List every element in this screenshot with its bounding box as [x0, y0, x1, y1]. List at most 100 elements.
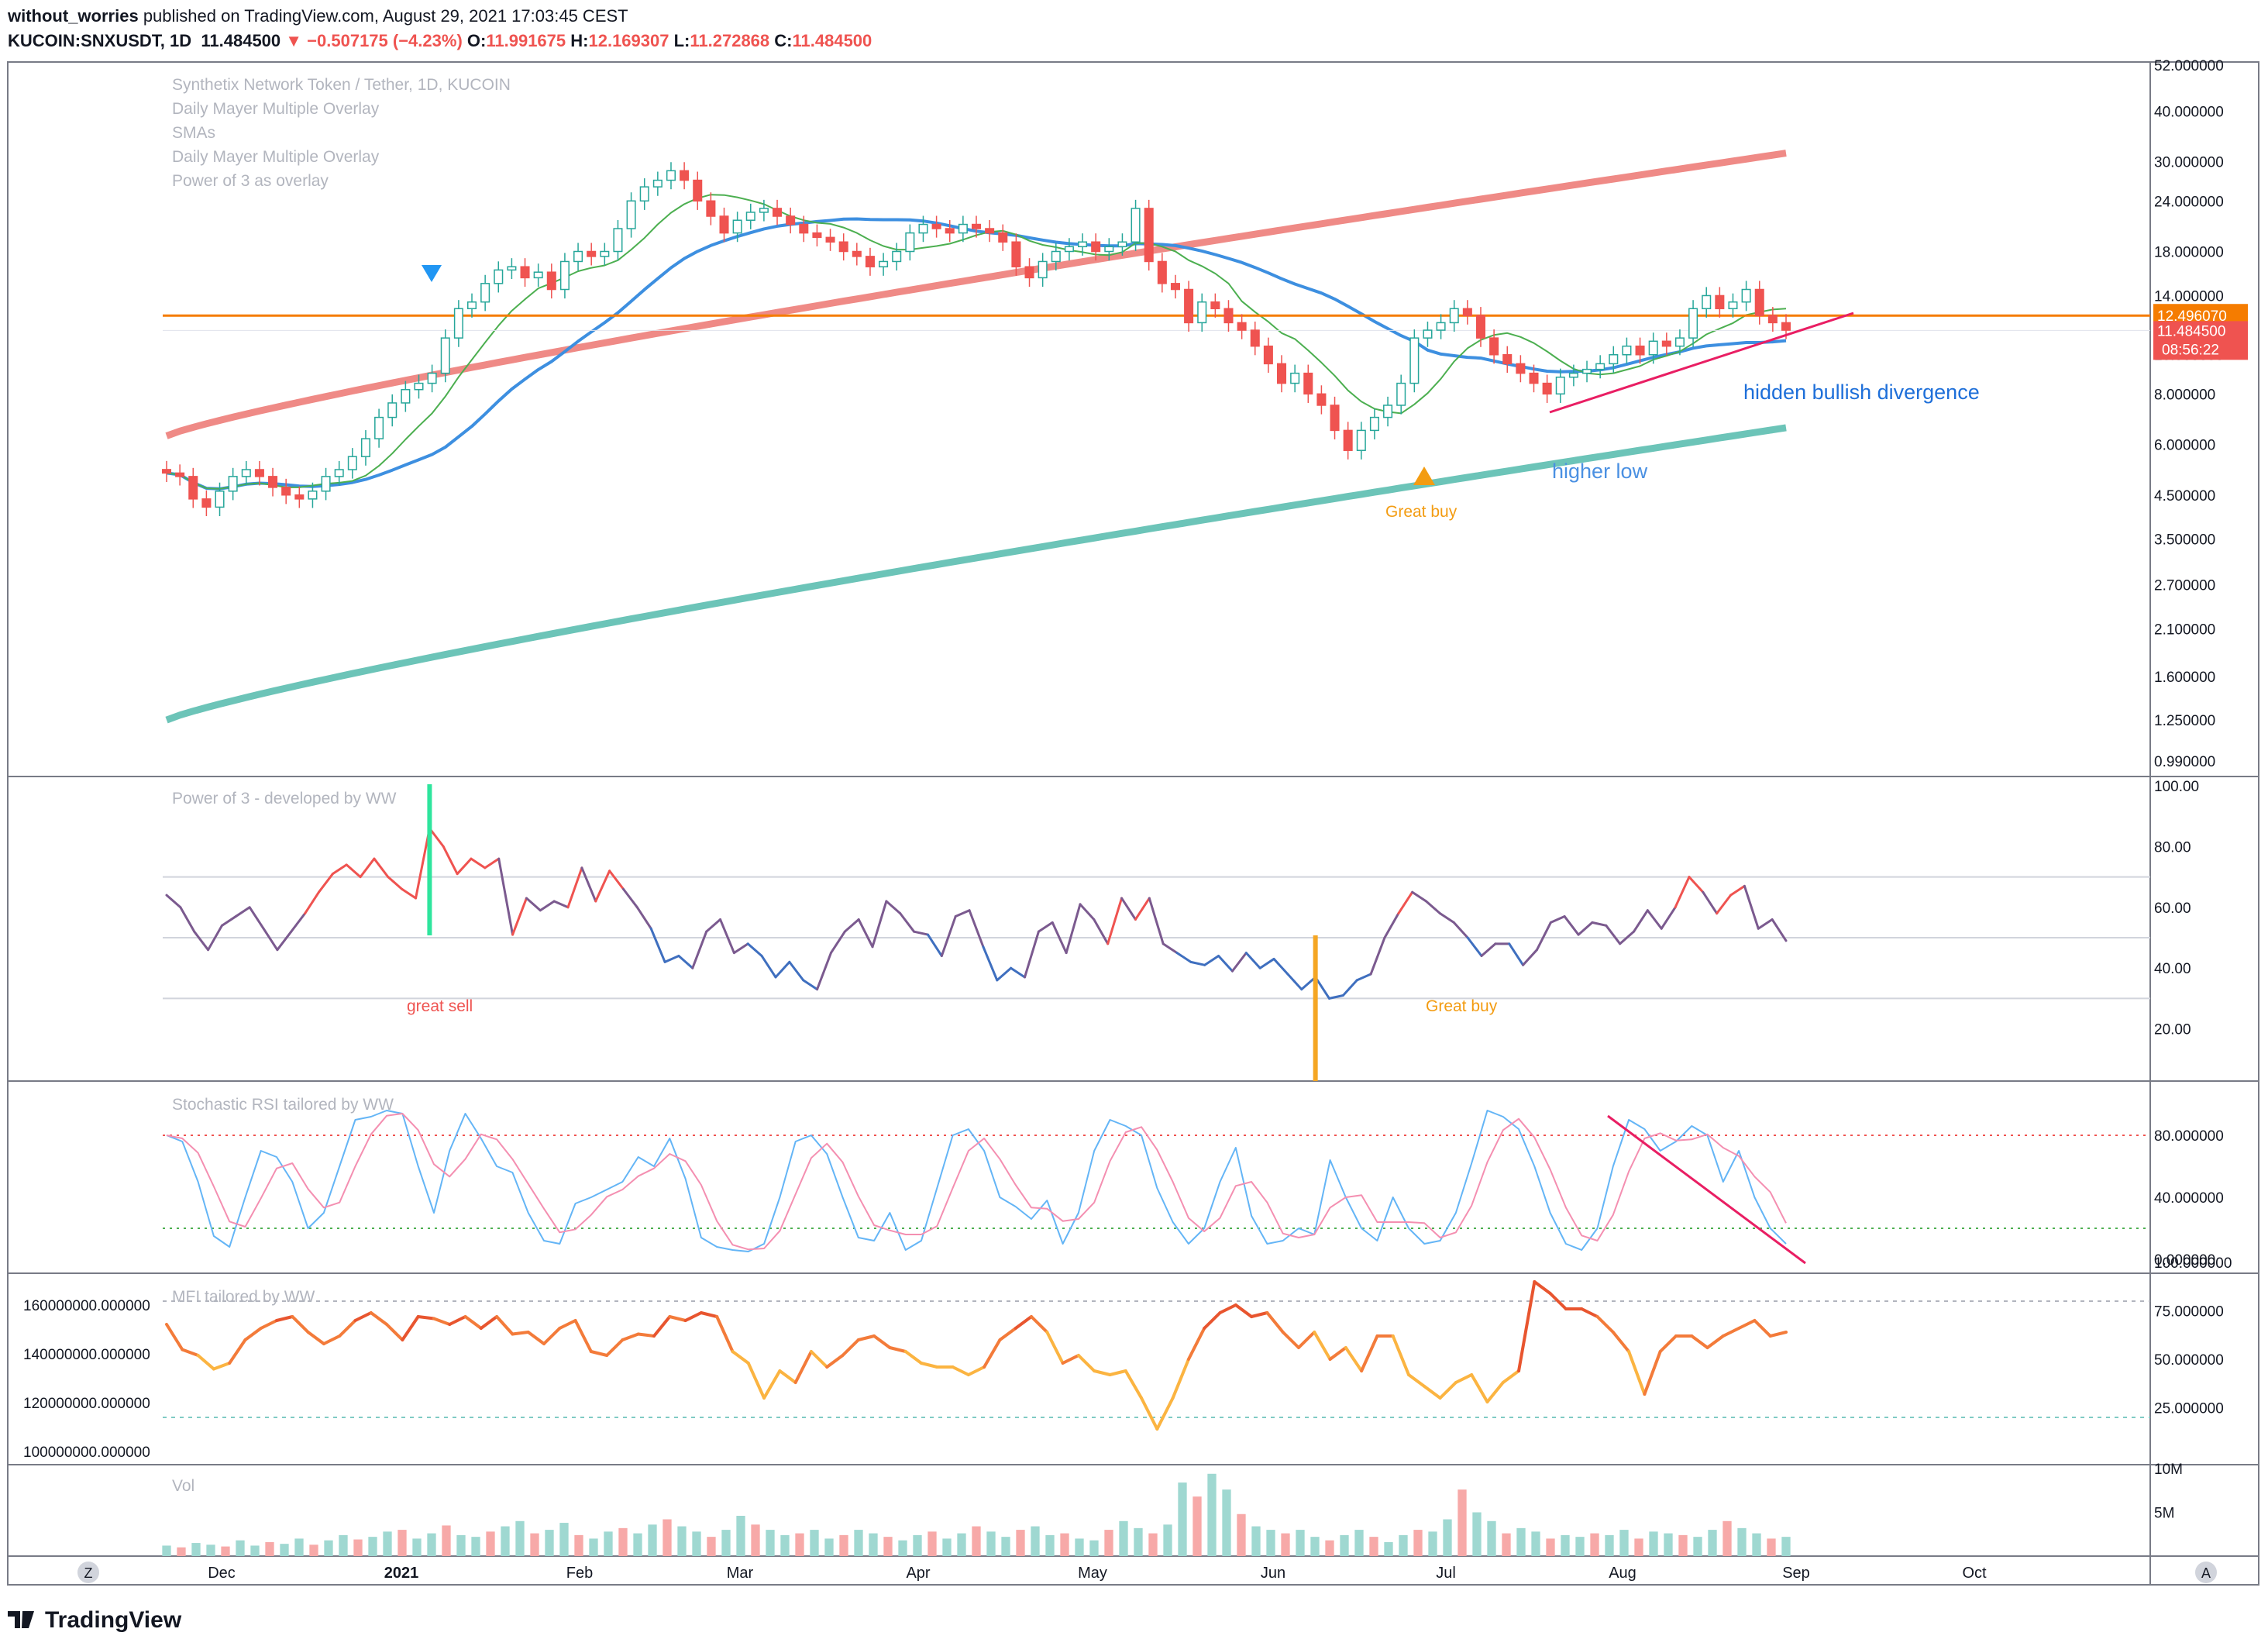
mfi-line-segment — [1407, 1373, 1427, 1388]
mfi-panel[interactable]: 100.000000 75.000000 50.000000 25.000000 160… — [23, 1255, 2232, 1461]
p3-line-segment — [691, 930, 708, 969]
great-sell-bar — [427, 784, 432, 935]
p3-line-segment — [580, 866, 597, 903]
candle-body — [1064, 246, 1074, 253]
volume-bar — [236, 1540, 245, 1556]
time-tick-0: Dec — [208, 1565, 236, 1582]
mfi-line-segment — [1360, 1334, 1379, 1372]
volume-bar — [206, 1544, 215, 1556]
mfi-line-segment — [621, 1332, 640, 1341]
candle-body — [308, 491, 318, 500]
volume-bar — [1045, 1534, 1055, 1556]
p3-line-segment — [871, 900, 888, 949]
mfi-line-segment — [1281, 1331, 1300, 1349]
p3-line-segment — [331, 863, 348, 876]
price-tick-label-3: 24.000000 — [2154, 194, 2224, 210]
candle-body — [440, 337, 450, 374]
candle-body — [1383, 405, 1393, 418]
p3-line-segment — [1369, 936, 1386, 976]
mfi-line-segment — [1234, 1303, 1254, 1318]
p3-line-segment — [1037, 921, 1054, 933]
candle-body — [480, 283, 490, 303]
volume-bar — [1708, 1530, 1717, 1556]
vol-tick-label-0: 10M — [2154, 1462, 2183, 1478]
candle-body — [799, 223, 809, 234]
mfi-line-segment — [1093, 1369, 1112, 1376]
p3-line-segment — [1605, 924, 1622, 945]
stoch-rsi-panel[interactable]: 80.000000 40.000000 0.000000 Stochastic RSI… — [163, 1096, 2224, 1269]
candle-body — [347, 456, 357, 470]
p3-line-segment — [1175, 952, 1193, 963]
mfi-line-segment — [1705, 1334, 1725, 1349]
zoom-button-icon: Z — [84, 1565, 93, 1581]
volume-bar — [1369, 1537, 1378, 1556]
mfi-line-segment — [448, 1315, 467, 1326]
time-axis[interactable]: Dec 2021 Feb Mar Apr May Jun Jul Aug Sep Oct Z A — [77, 1562, 2217, 1583]
p3-line-segment — [207, 924, 223, 952]
p3-line-segment — [774, 960, 791, 979]
p3-line-segment — [220, 915, 237, 927]
level-price-label: 12.496070 — [2157, 308, 2227, 325]
p3-line-segment — [1244, 952, 1261, 969]
p3-line-segment — [1674, 876, 1691, 909]
volume-bar — [1723, 1520, 1732, 1556]
candle-body — [573, 250, 583, 263]
open-label: O: — [466, 31, 487, 50]
volume-bar — [1060, 1533, 1069, 1556]
price-legend-3: Daily Mayer Multiple Overlay — [172, 148, 380, 166]
p3-line-segment — [913, 930, 929, 936]
time-tick-10: Oct — [1962, 1565, 1987, 1582]
candle-body — [773, 208, 783, 217]
volume-bar — [545, 1530, 554, 1556]
srsi-k-line — [166, 1110, 1787, 1252]
p3-line-segment — [525, 897, 542, 912]
candle-body — [1409, 337, 1420, 384]
volume-bar — [530, 1533, 539, 1556]
volume-panel[interactable]: 10M 5M Vol — [162, 1462, 2183, 1556]
candle-body — [600, 250, 610, 257]
mfi-line-segment — [589, 1350, 609, 1357]
volume-bar — [1089, 1540, 1099, 1556]
p3-line-segment — [1397, 890, 1414, 915]
p3-line-segment — [635, 906, 652, 930]
volume-bar — [442, 1525, 451, 1556]
tradingview-logo[interactable]: TradingView — [8, 1607, 181, 1634]
candle-body — [228, 476, 238, 492]
candle-body — [892, 250, 902, 263]
mfi-line-segment — [793, 1350, 813, 1384]
volume-bar — [265, 1541, 274, 1556]
volume-bar — [250, 1545, 260, 1556]
power-of-3-panel[interactable]: 100.00 80.00 60.00 40.00 20.00 Power of 3 - d… — [163, 779, 2199, 1081]
p3-line-segment — [373, 857, 390, 879]
price-panel[interactable]: 52.000000 40.000000 30.000000 24.000000 18.0… — [161, 58, 2248, 770]
support-trendline — [1549, 312, 1854, 414]
volume-bar — [604, 1531, 613, 1556]
mfi-line-segment — [1108, 1369, 1127, 1376]
p3-line-segment — [1051, 921, 1068, 955]
p3-line-segment — [1286, 973, 1303, 991]
open-value: 11.991675 — [486, 31, 566, 50]
candle-body — [732, 219, 742, 234]
volume-bar — [1178, 1482, 1187, 1556]
mfi-line-segment — [825, 1354, 845, 1369]
volume-bar — [1222, 1489, 1231, 1556]
mfi-line-segment — [1423, 1385, 1442, 1400]
mfi-line-segment — [573, 1319, 593, 1353]
candle-body — [825, 236, 835, 243]
volume-bar — [309, 1544, 318, 1556]
candle-body — [706, 200, 716, 217]
volume-bar — [663, 1519, 672, 1556]
candle-body — [626, 200, 636, 229]
candle-body — [1290, 372, 1300, 384]
volume-bar — [486, 1531, 495, 1556]
mfi-line-segment — [275, 1315, 294, 1322]
mfi-line-segment — [652, 1315, 672, 1338]
volume-bar — [574, 1534, 583, 1556]
volume-bar — [1561, 1534, 1570, 1556]
candle-body — [958, 223, 968, 234]
volume-bar — [353, 1539, 363, 1556]
author-name[interactable]: without_worries — [8, 6, 139, 26]
volume-bar — [1458, 1489, 1467, 1556]
volume-bar — [191, 1543, 201, 1556]
